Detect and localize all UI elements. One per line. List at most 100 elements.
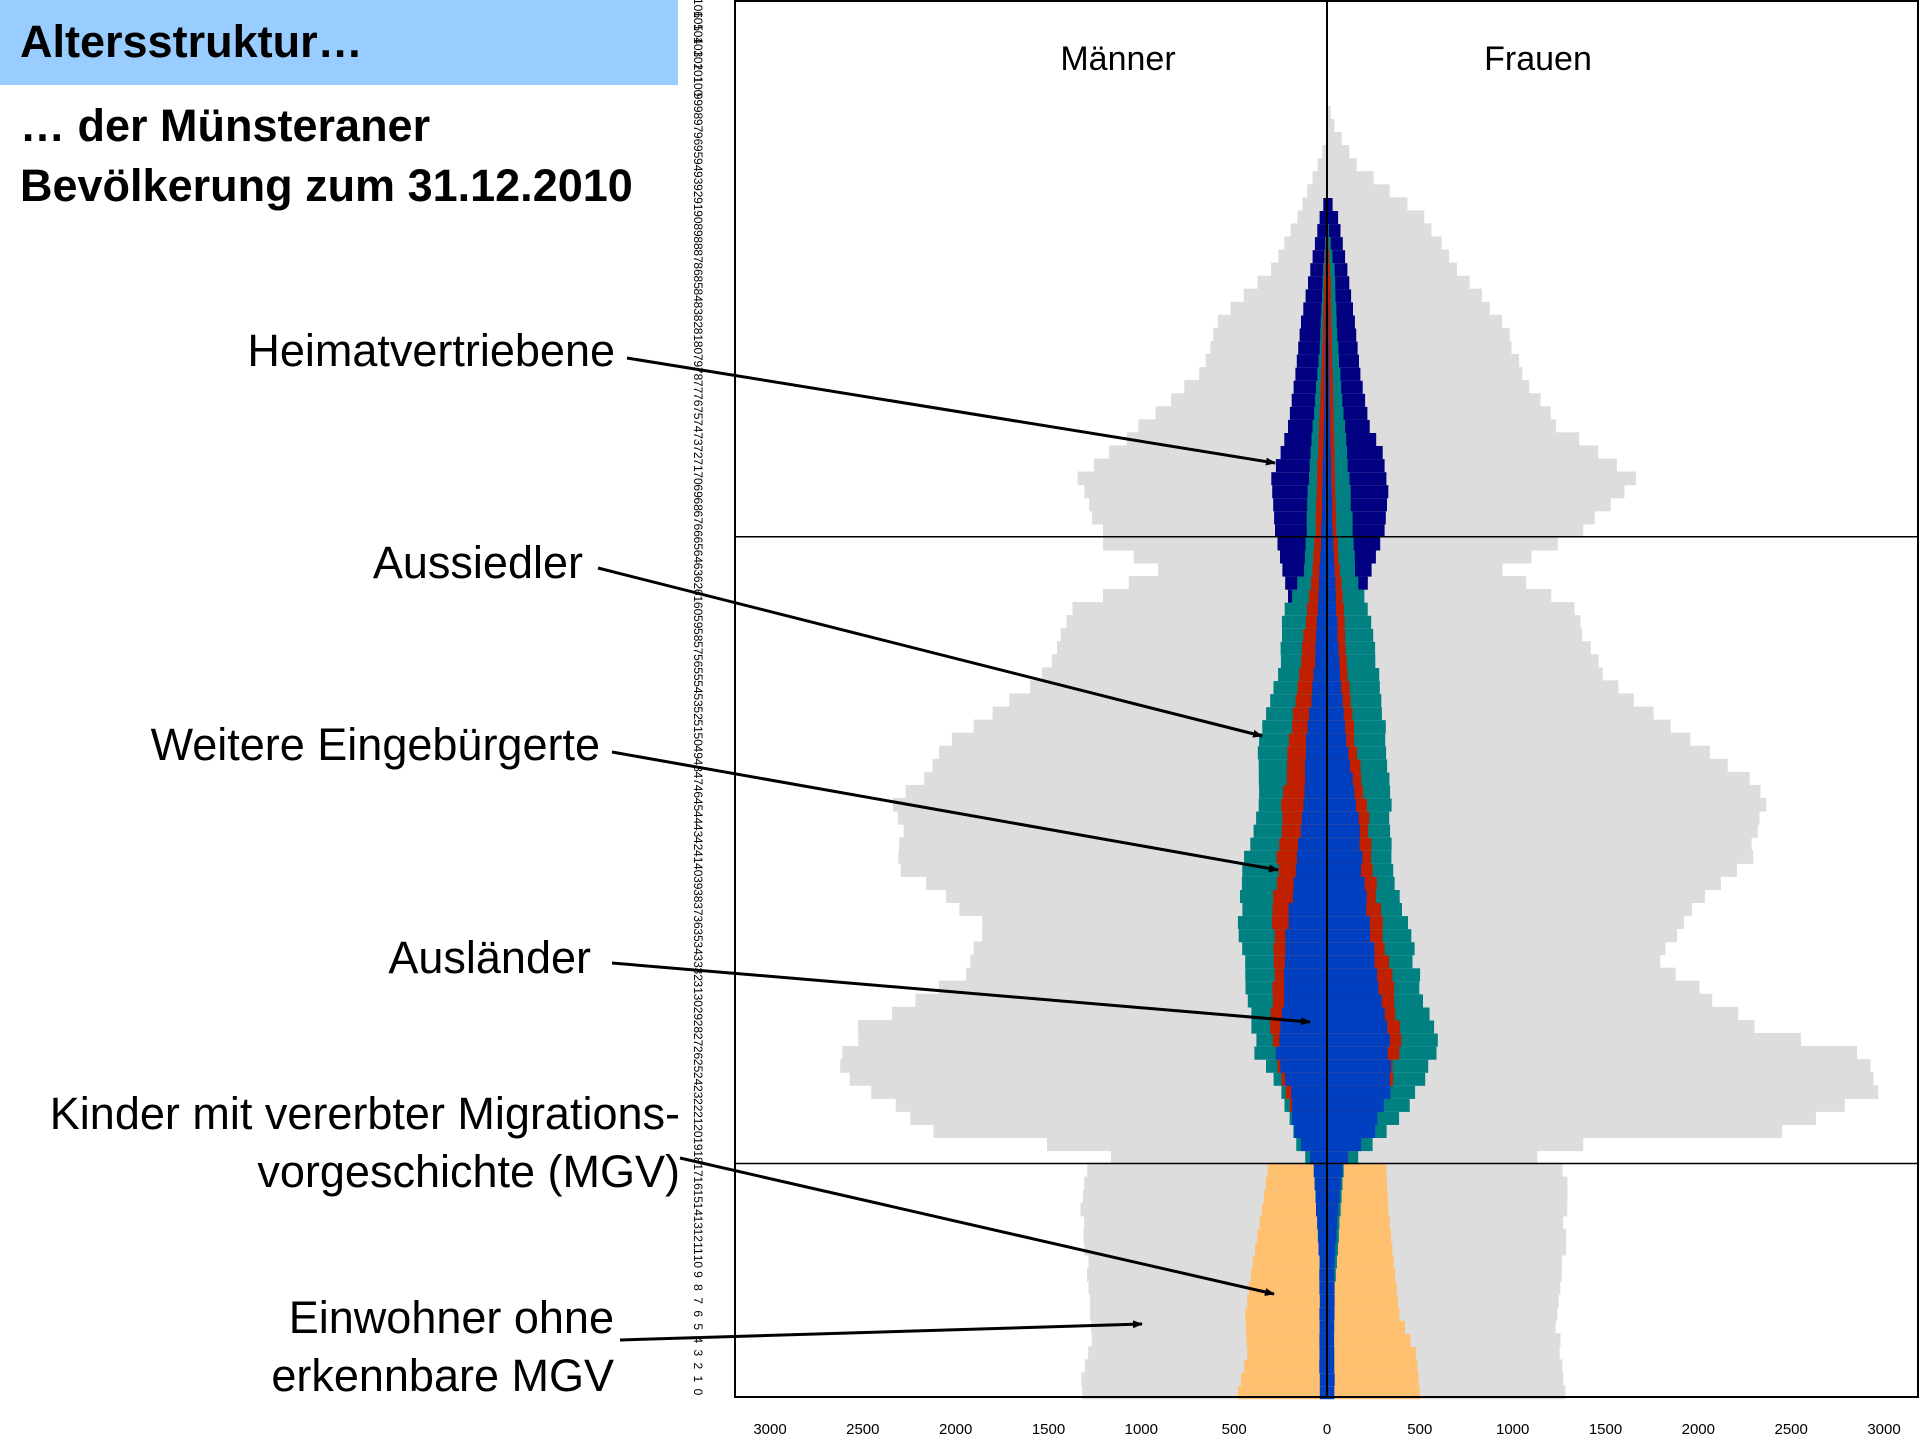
age-tick-label: 91 [691, 197, 705, 211]
bar-eingebuergerte-maenner [1322, 327, 1327, 342]
bar-auslaender-frauen [1327, 680, 1342, 695]
bar-total-maenner [933, 1124, 1327, 1138]
bar-total-frauen [1327, 980, 1700, 995]
bar-auslaender-maenner [1324, 367, 1327, 381]
bar-auslaender-maenner [1316, 615, 1327, 629]
bar-auslaender-frauen [1327, 915, 1370, 930]
bar-auslaender-maenner [1304, 784, 1327, 799]
age-tick-label: 15 [691, 1190, 705, 1204]
bar-auslaender-maenner [1284, 980, 1327, 995]
bar-eingebuergerte-frauen [1327, 380, 1333, 394]
bar-auslaender-frauen [1327, 954, 1375, 969]
bar-eingebuergerte-maenner [1316, 484, 1327, 499]
bar-total-maenner [939, 745, 1327, 760]
bar-kinder-mgv-maenner [1241, 1372, 1327, 1387]
bar-kinder-mgv-frauen [1327, 1254, 1394, 1269]
age-tick-label: 3 [691, 1349, 705, 1356]
bar-eingebuergerte-maenner [1319, 419, 1327, 433]
bar-total-frauen [1327, 210, 1425, 225]
age-tick-label: 27 [691, 1033, 705, 1047]
age-tick-label: 68 [691, 498, 705, 512]
bar-total-frauen [1327, 928, 1678, 943]
bar-auslaender-frauen [1327, 1006, 1385, 1021]
bar-total-frauen [1327, 602, 1575, 616]
bar-eingebuergerte-frauen [1327, 406, 1334, 420]
bar-total-frauen [1327, 158, 1357, 172]
bar-auslaender-maenner [1296, 850, 1327, 864]
bar-eingebuergerte-frauen [1327, 445, 1335, 460]
label-heimatvertriebene: Heimatvertriebene [247, 325, 615, 376]
bar-total-frauen [1327, 262, 1457, 277]
bar-total-maenner [992, 706, 1327, 721]
age-tick-label: 54 [691, 680, 705, 694]
age-tick-label: 102 [691, 50, 705, 70]
bar-auslaender-maenner [1305, 771, 1327, 786]
bar-total-maenner [1092, 510, 1327, 525]
bar-eingebuergerte-maenner [1324, 275, 1327, 290]
age-tick-label: 21 [691, 1111, 705, 1125]
bar-total-maenner [903, 824, 1327, 838]
x-tick-label: 2000 [1682, 1421, 1715, 1438]
bar-auslaender-maenner [1320, 549, 1327, 564]
bar-total-maenner [938, 980, 1327, 995]
bar-auslaender-maenner [1285, 928, 1327, 943]
bar-auslaender-frauen [1327, 797, 1356, 812]
bar-total-frauen [1327, 1085, 1879, 1099]
x-tick-label: 500 [1222, 1421, 1247, 1438]
arrow-kinder-mgv [679, 1156, 1275, 1296]
bar-aussiedler-frauen [1327, 275, 1336, 290]
age-tick-label: 105 [691, 11, 705, 31]
bar-auslaender-maenner [1292, 889, 1327, 903]
age-tick-label: 14 [691, 1203, 705, 1217]
bar-total-frauen [1327, 1046, 1858, 1060]
age-tick-label: 63 [691, 563, 705, 577]
bar-total-frauen [1327, 680, 1619, 695]
bar-auslaender-frauen [1327, 628, 1338, 642]
bar-total-maenner [1072, 602, 1327, 616]
bar-auslaender-frauen [1327, 902, 1367, 917]
bar-auslaender-frauen [1327, 732, 1347, 747]
bar-auslaender-frauen [1327, 745, 1349, 760]
bar-kinder-mgv-maenner [1255, 1241, 1327, 1256]
bar-total-frauen [1327, 797, 1767, 812]
age-tick-label: 45 [691, 798, 705, 812]
bar-auslaender-frauen [1327, 889, 1367, 903]
age-tick-label: 10 [691, 1255, 705, 1269]
bar-auslaender-maenner [1279, 1032, 1327, 1047]
bar-total-frauen [1327, 1150, 1538, 1165]
bar-total-frauen [1327, 197, 1408, 211]
x-tick-label: 2000 [939, 1421, 972, 1438]
age-tick-label: 31 [691, 981, 705, 995]
label-auslaender: Ausländer [388, 932, 591, 983]
age-tick-label: 9 [691, 1271, 705, 1278]
bar-eingebuergerte-maenner [1322, 340, 1327, 355]
bar-total-maenner [1230, 301, 1327, 316]
bar-kinder-mgv-frauen [1327, 1385, 1420, 1400]
age-tick-label: 34 [691, 941, 705, 955]
bar-auslaender-frauen [1327, 667, 1340, 682]
age-tick-label: 58 [691, 628, 705, 642]
bar-auslaender-maenner [1301, 1137, 1327, 1152]
bar-total-maenner [905, 784, 1327, 799]
bar-auslaender-maenner [1322, 471, 1327, 486]
bar-total-frauen [1327, 288, 1482, 303]
age-tick-label: 39 [691, 876, 705, 890]
bar-auslaender-frauen [1327, 536, 1334, 551]
bar-total-maenner [1302, 197, 1327, 211]
bar-kinder-mgv-frauen [1327, 1320, 1405, 1334]
bar-eingebuergerte-maenner [1320, 380, 1327, 394]
bar-heimatvertriebene-frauen [1327, 210, 1339, 225]
bar-total-maenner [1322, 145, 1327, 159]
bar-total-frauen [1327, 354, 1520, 368]
age-tick-label: 90 [691, 210, 705, 224]
bar-total-maenner [1210, 340, 1327, 355]
age-tick-label: 51 [691, 719, 705, 733]
bar-eingebuergerte-maenner [1317, 458, 1327, 473]
bar-auslaender-maenner [1306, 732, 1327, 747]
age-tick-label: 12 [691, 1229, 705, 1243]
age-tick-label: 22 [691, 1098, 705, 1112]
bar-auslaender-frauen [1327, 1241, 1336, 1256]
bar-auslaender-maenner [1323, 419, 1327, 433]
bar-auslaender-frauen [1327, 458, 1332, 473]
bar-eingebuergerte-frauen [1327, 327, 1332, 342]
